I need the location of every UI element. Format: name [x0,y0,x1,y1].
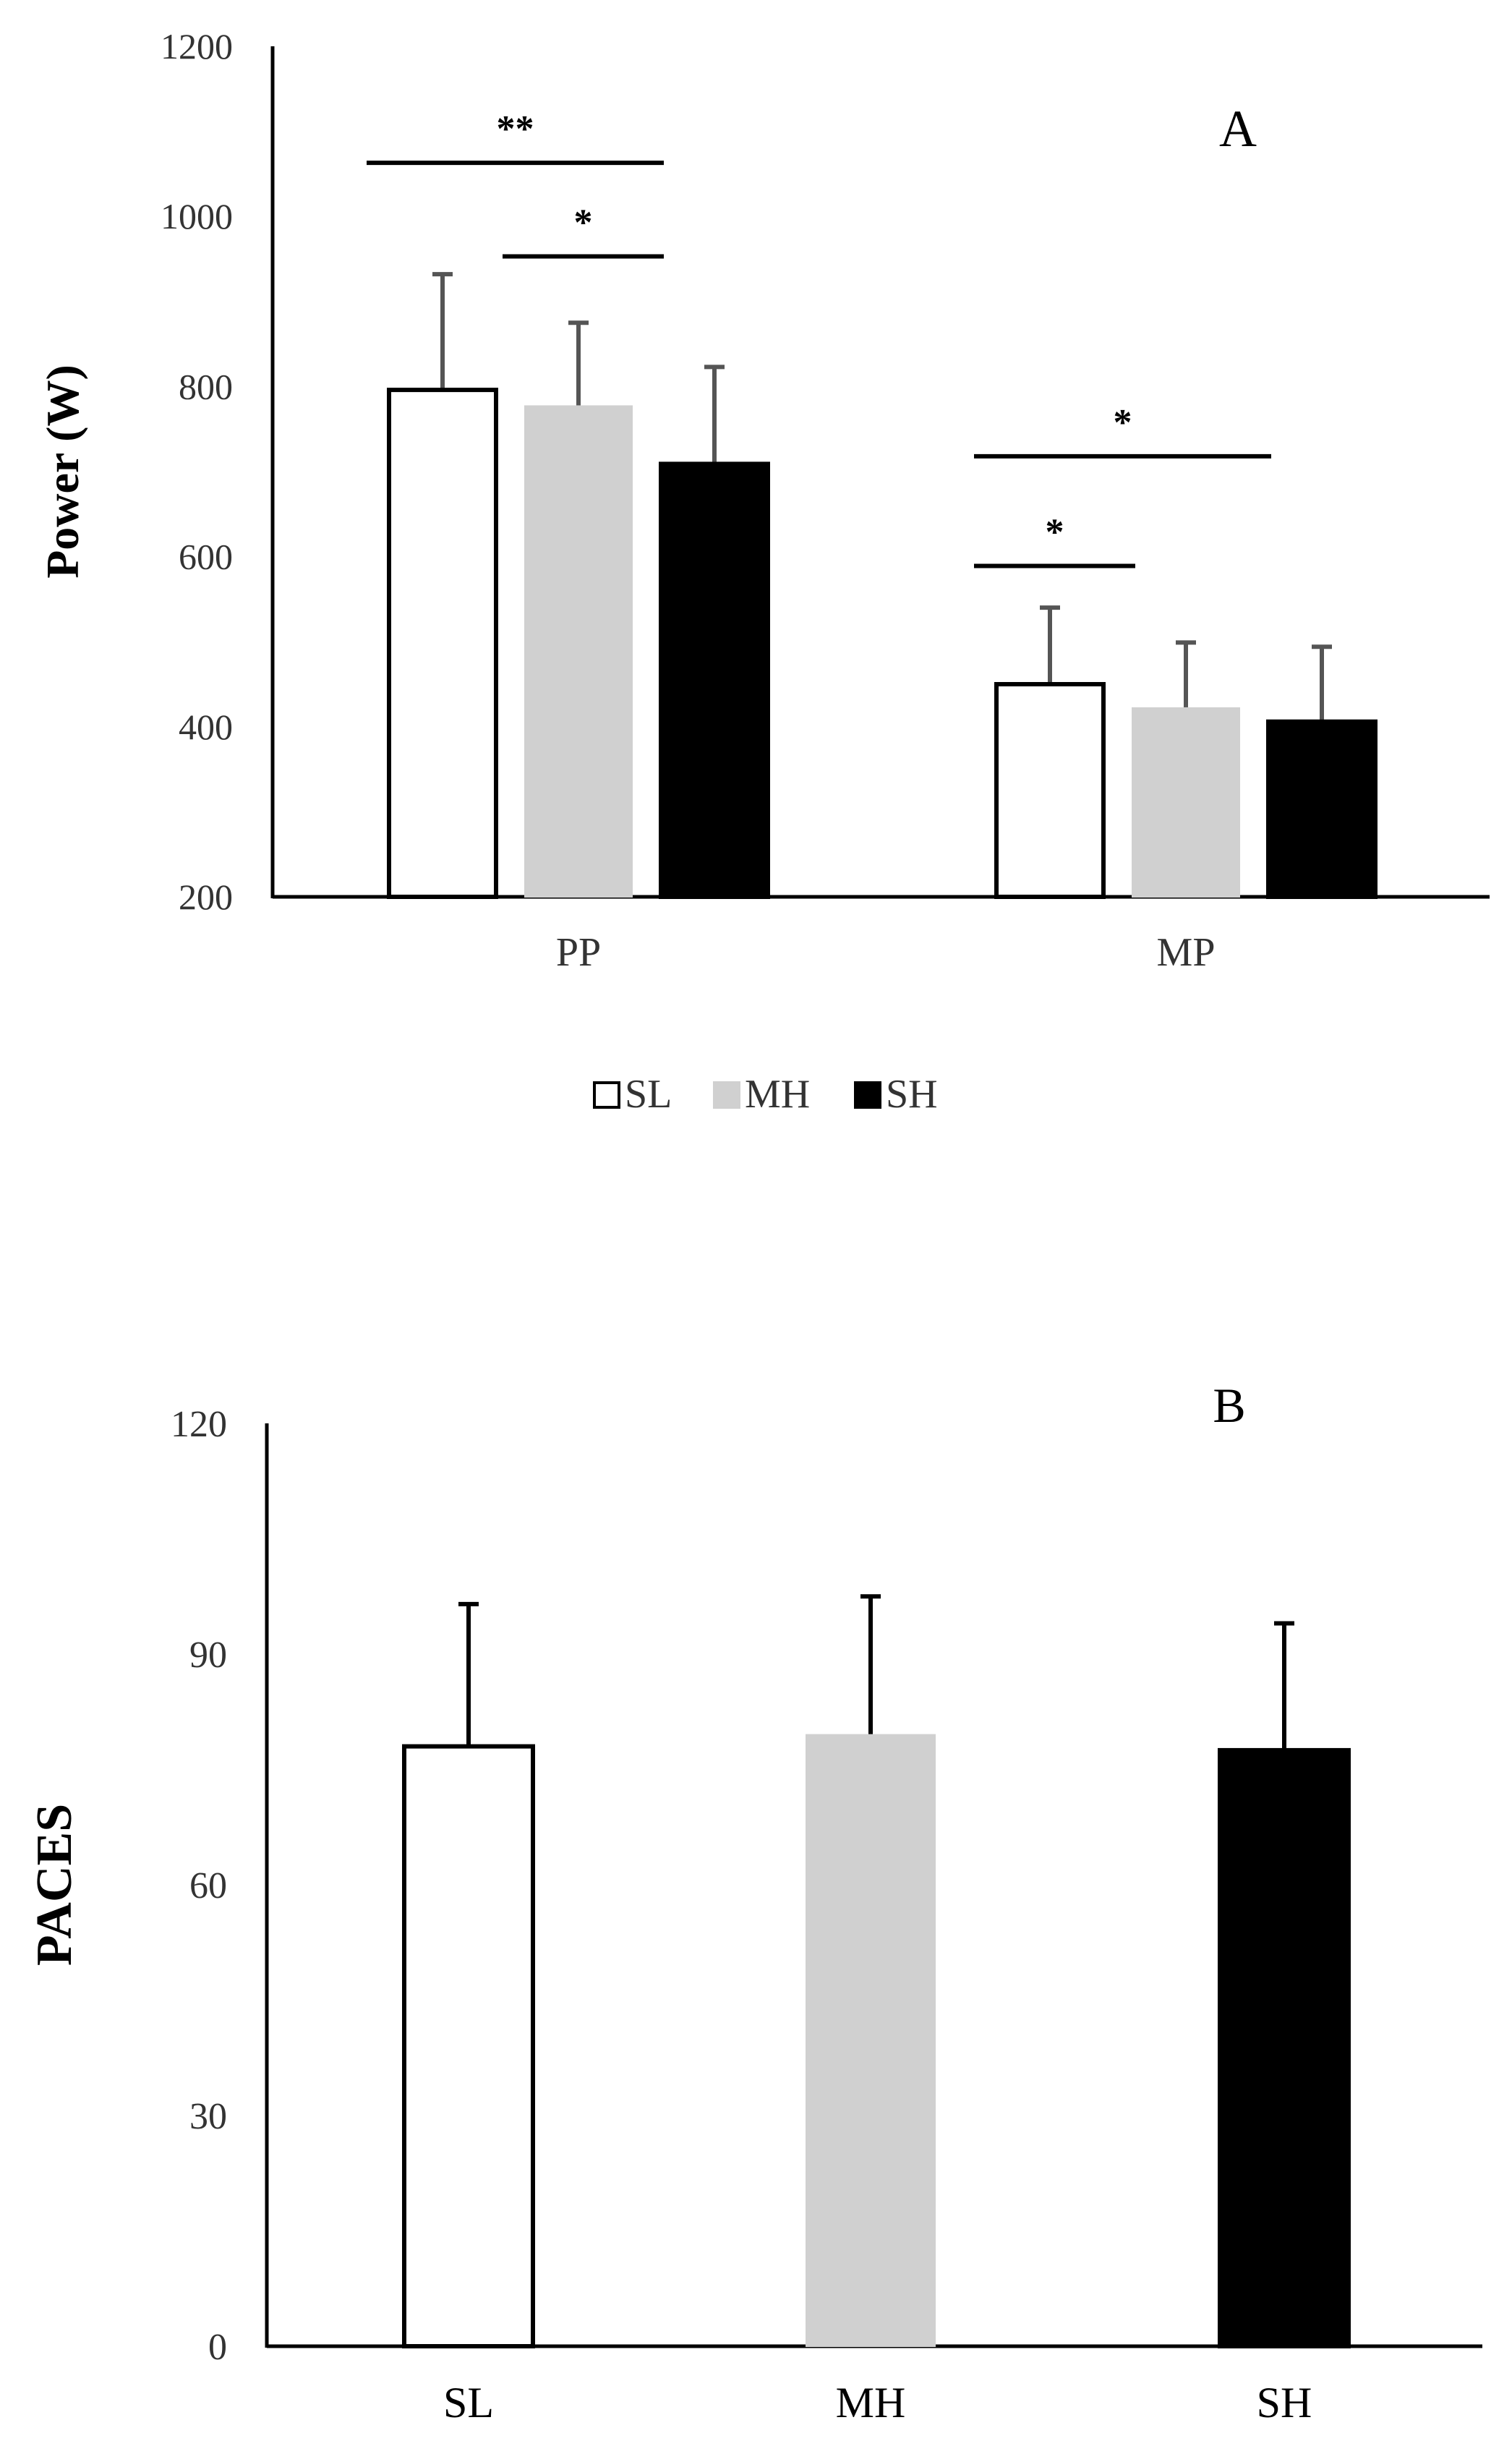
legend: SL MH SH [593,1072,938,1117]
y-tick-label: 400 [179,707,233,747]
y-tick-label: 90 [189,1635,227,1676]
significance-label: ** [497,108,534,150]
y-axis-title: Power (W) [37,365,88,579]
x-tick-label: SL [443,2379,494,2427]
y-tick-label: 0 [208,2327,227,2368]
bar-mp-sl [994,682,1106,899]
significance-label: * [1114,402,1132,443]
legend-swatch-sh [854,1081,881,1109]
y-tick-label: 200 [179,877,233,917]
y-tick-label: 60 [189,1865,227,1906]
y-tick-label: 30 [189,2096,227,2137]
significance-label: * [1046,512,1064,553]
bar-sl [402,1744,535,2349]
legend-label-sl: SL [625,1072,672,1117]
x-tick-label: PP [556,930,601,975]
bar-mp-sh [1266,719,1378,900]
panel-label-b: B [1213,1378,1245,1433]
x-tick-label: SH [1257,2379,1312,2427]
y-tick-label: 600 [179,537,233,577]
bar-mh [806,1734,936,2347]
bar-pp-sh [659,461,770,899]
legend-label-sh: SH [886,1072,938,1117]
y-axis-title: PACES [27,1804,82,1966]
x-tick-label: MP [1157,930,1216,975]
panel-b: 0 30 60 90 120 PACES B SL MH SH [27,1378,1482,2427]
legend-swatch-sl [593,1081,620,1109]
bar-pp-mh [524,405,633,898]
panel-label-a: A [1219,100,1257,158]
y-tick-label: 120 [171,1404,227,1445]
x-tick-label: MH [836,2379,906,2427]
legend-swatch-mh [713,1081,740,1109]
y-tick-label: 1000 [161,196,233,237]
bar-sh [1218,1747,1351,2349]
y-tick-label: 800 [179,366,233,406]
y-tick-label: 1200 [161,26,233,67]
significance-label: * [574,202,593,243]
bar-pp-sl [387,388,498,899]
legend-label-mh: MH [745,1072,810,1117]
bar-mp-mh [1132,707,1240,898]
